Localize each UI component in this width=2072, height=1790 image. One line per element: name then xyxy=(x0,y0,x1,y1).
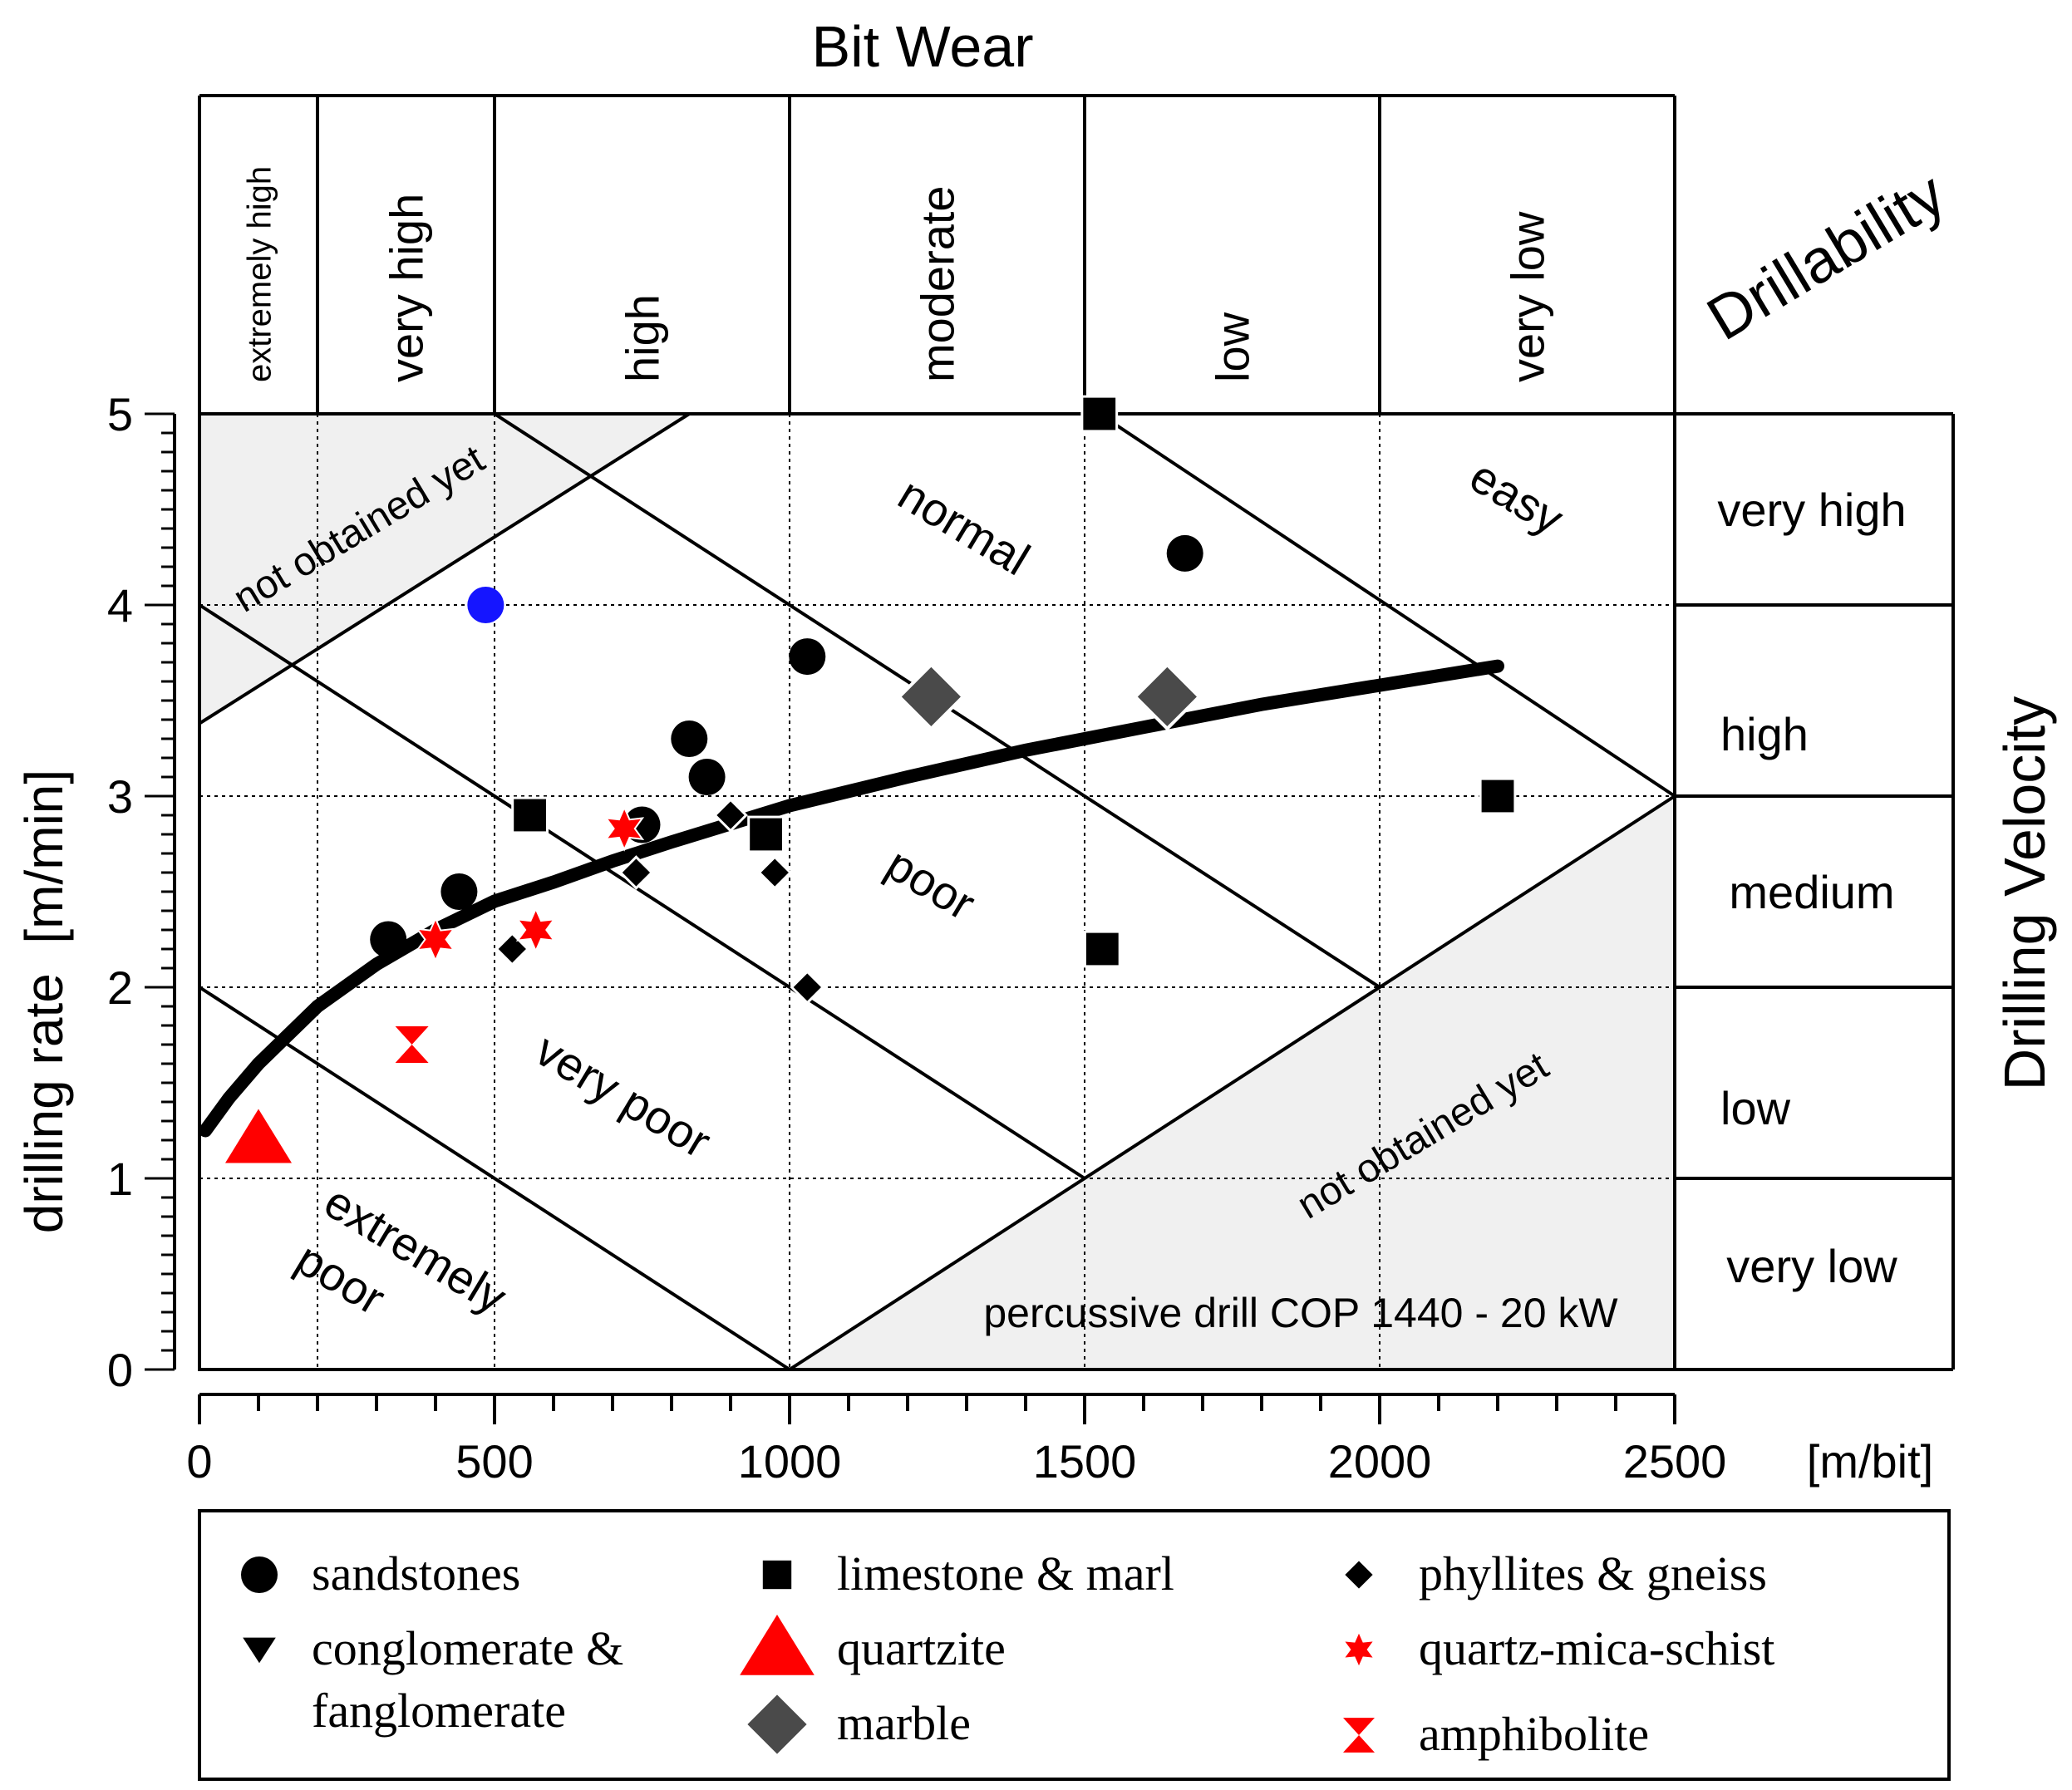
legend-marker-hourglass xyxy=(1343,1718,1375,1753)
zone-boundary xyxy=(1098,412,1676,798)
point-circle xyxy=(688,759,726,795)
point-diamond xyxy=(713,798,748,833)
y-tick-label: 2 xyxy=(107,961,133,1014)
legend-label: phyllites & gneiss xyxy=(1419,1547,1767,1601)
point-square xyxy=(1080,395,1119,433)
y-tick-label: 4 xyxy=(107,579,133,632)
point-circle xyxy=(789,638,826,676)
point-square xyxy=(747,815,785,853)
axes: 0 500 1000 1500 2000 2500 0 1 2 3 4 5 xyxy=(107,388,1726,1488)
point-circle xyxy=(1166,534,1203,572)
y-tick-label: 3 xyxy=(107,770,133,823)
point-square xyxy=(1479,777,1517,815)
point-square xyxy=(1083,930,1121,968)
y-tick-label: 5 xyxy=(107,388,133,440)
legend-marker-diamond-big xyxy=(742,1689,812,1759)
legend-label: sandstones xyxy=(312,1547,520,1601)
velocity-class-label: medium xyxy=(1729,866,1894,918)
point-diamond-big xyxy=(897,662,966,731)
legend-box xyxy=(198,1509,1951,1781)
point-diamond xyxy=(618,855,654,890)
drill-annotation: percussive drill COP 1440 - 20 kW xyxy=(983,1290,1618,1336)
zone-boundary xyxy=(198,603,1086,1180)
zone-boundary xyxy=(198,986,791,1371)
velocity-class-label: very low xyxy=(1726,1240,1897,1292)
legend-marker-diamond xyxy=(1341,1557,1376,1592)
legend-label: quartzite xyxy=(837,1621,1006,1675)
x-tick-label: 2500 xyxy=(1623,1435,1727,1488)
x-tick-label: 500 xyxy=(455,1435,533,1488)
velocity-class-label: very high xyxy=(1717,484,1906,536)
point-diamond xyxy=(757,855,793,890)
legend-marker-star xyxy=(1341,1629,1376,1670)
point-circle xyxy=(440,873,478,910)
chart-title: Bit Wear xyxy=(811,14,1033,79)
point-hourglass xyxy=(395,1026,429,1063)
right-axis-label: Drilling Velocity xyxy=(1992,696,2057,1091)
bit-wear-class-label: extremely high xyxy=(241,166,278,382)
legend-label: limestone & marl xyxy=(837,1547,1174,1601)
point-circle xyxy=(467,587,504,623)
point-circle xyxy=(671,720,708,757)
plot-frame xyxy=(198,412,1676,1371)
point-circle xyxy=(370,921,407,958)
bit-wear-class-label: very low xyxy=(1502,211,1554,382)
legend-label: quartz-mica-schist xyxy=(1419,1621,1774,1675)
x-axis-label: [m/bit] xyxy=(1807,1435,1933,1488)
legend-label: amphibolite xyxy=(1419,1707,1649,1761)
data-points xyxy=(225,395,1517,1163)
y-tick-label: 0 xyxy=(107,1344,133,1396)
y-axis-label: drilling rate [m/min] xyxy=(14,770,74,1233)
legend-marker-triangle-up xyxy=(740,1615,815,1675)
point-diamond-big xyxy=(1133,662,1202,731)
legend: sandstones limestone & marl phyllites & gn… xyxy=(241,1547,1774,1761)
bit-wear-class-label: moderate xyxy=(912,185,964,382)
point-square xyxy=(511,796,549,834)
zone-boundary xyxy=(788,794,1676,1371)
bit-wear-class-label: low xyxy=(1207,312,1259,382)
zone-boundary xyxy=(198,412,691,725)
gridlines xyxy=(199,414,1675,1370)
point-triangle-up xyxy=(225,1109,292,1163)
legend-marker-square xyxy=(760,1557,795,1592)
legend-label: fanglomerate xyxy=(312,1684,566,1738)
x-tick-label: 2000 xyxy=(1328,1435,1432,1488)
x-tick-label: 1000 xyxy=(738,1435,842,1488)
point-star xyxy=(604,805,645,852)
bit-wear-class-label: very high xyxy=(381,194,433,382)
point-star xyxy=(515,907,556,953)
velocity-class-label: high xyxy=(1720,708,1809,760)
point-diamond xyxy=(495,932,530,966)
legend-marker-circle xyxy=(241,1556,278,1593)
velocity-class-label: low xyxy=(1720,1082,1791,1134)
legend-label: marble xyxy=(837,1696,971,1750)
point-star xyxy=(416,916,455,963)
point-diamond xyxy=(790,970,825,1005)
x-tick-label: 1500 xyxy=(1033,1435,1137,1488)
drilling-velocity-table: very high high medium low very low xyxy=(1675,412,1955,1371)
bit-wear-class-label: high xyxy=(617,294,669,382)
legend-marker-triangle-down xyxy=(243,1637,276,1664)
x-tick-label: 0 xyxy=(186,1435,212,1488)
trend-curve xyxy=(199,659,1504,1138)
bit-wear-table: extremely high very high high moderate low ve… xyxy=(198,94,1676,414)
y-tick-label: 1 xyxy=(107,1153,133,1205)
legend-label: conglomerate & xyxy=(312,1621,623,1675)
